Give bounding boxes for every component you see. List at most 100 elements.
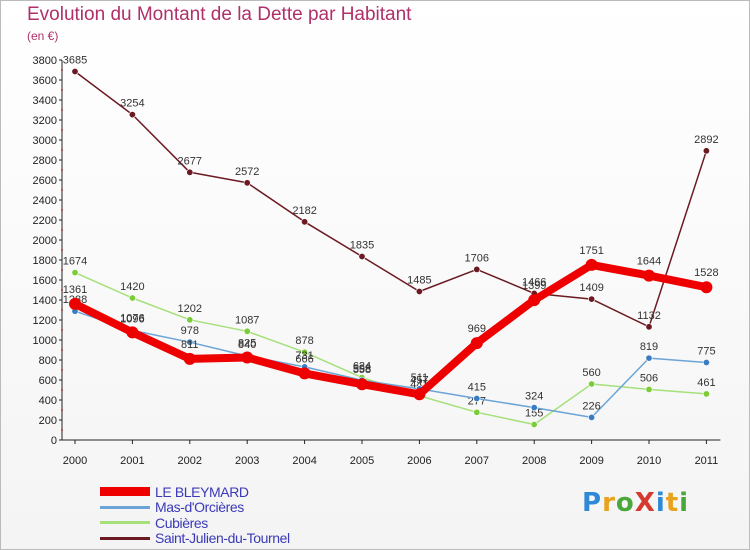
data-label: 324 xyxy=(525,391,543,403)
y-tick-label: 3200 xyxy=(33,115,57,127)
data-label: 1409 xyxy=(579,282,603,294)
legend-swatch xyxy=(100,487,150,497)
data-label: 1528 xyxy=(694,267,718,279)
x-tick-label: 2011 xyxy=(695,455,719,467)
data-point xyxy=(128,111,136,119)
x-tick-label: 2010 xyxy=(637,455,661,467)
x-tick-label: 2003 xyxy=(235,455,259,467)
x-tick-label: 2008 xyxy=(522,455,546,467)
data-label: 457 xyxy=(410,374,428,386)
data-point xyxy=(356,378,368,391)
data-point xyxy=(415,287,423,295)
legend: LE BLEYMARD Mas-d'Orcières Cubières Sain… xyxy=(100,484,290,546)
data-label: 1706 xyxy=(465,252,489,264)
x-tick-label: 2004 xyxy=(292,455,316,467)
data-label: 666 xyxy=(295,353,313,365)
y-tick-label: 2800 xyxy=(33,155,57,167)
data-label: 1076 xyxy=(120,312,144,324)
y-tick-label: 3800 xyxy=(33,55,57,67)
x-tick-label: 2006 xyxy=(407,455,431,467)
logo-letter: t xyxy=(665,488,680,518)
data-point xyxy=(700,281,713,294)
logo-letter: r xyxy=(602,488,616,518)
data-label: 226 xyxy=(582,400,600,412)
data-point xyxy=(126,326,139,339)
data-point xyxy=(413,388,426,401)
data-label: 2677 xyxy=(178,155,202,167)
data-point xyxy=(643,269,655,282)
x-tick-label: 2000 xyxy=(63,455,87,467)
data-label: 1399 xyxy=(522,280,546,292)
data-point xyxy=(470,337,483,350)
data-label: 506 xyxy=(640,372,658,384)
data-label: 1361 xyxy=(63,284,87,296)
x-tick-label: 2009 xyxy=(579,455,603,467)
data-label: 2572 xyxy=(235,166,259,178)
data-label: 1835 xyxy=(350,240,374,252)
data-point xyxy=(702,147,710,155)
y-tick-label: 800 xyxy=(39,355,57,367)
y-tick-label: 3000 xyxy=(33,135,57,147)
data-point xyxy=(530,420,538,428)
data-point xyxy=(243,179,251,187)
y-tick-label: 200 xyxy=(39,415,57,427)
data-point xyxy=(186,338,194,346)
x-tick-label: 2005 xyxy=(350,455,374,467)
series-line xyxy=(74,70,708,328)
logo-letter: i xyxy=(679,488,690,518)
data-point xyxy=(645,354,653,362)
data-point xyxy=(298,367,311,380)
data-label: 775 xyxy=(697,346,715,358)
y-tick-label: 600 xyxy=(39,375,57,387)
data-label: 1132 xyxy=(637,310,661,322)
data-label: 558 xyxy=(353,364,371,376)
y-tick-label: 2200 xyxy=(33,215,57,227)
y-tick-label: 400 xyxy=(39,395,57,407)
y-tick-label: 3400 xyxy=(33,95,57,107)
legend-swatch xyxy=(100,521,150,525)
series-line xyxy=(71,260,711,399)
x-tick-label: 2007 xyxy=(465,455,489,467)
data-label: 155 xyxy=(525,408,543,420)
data-label: 840 xyxy=(238,339,256,351)
data-label: 624 xyxy=(353,361,371,373)
legend-item: LE BLEYMARD xyxy=(100,484,290,500)
y-tick-label: 1600 xyxy=(33,275,57,287)
proxiti-logo: ProXiti xyxy=(582,488,689,518)
y-tick-label: 2600 xyxy=(33,175,57,187)
data-label: 3685 xyxy=(63,55,87,67)
data-point xyxy=(358,253,366,261)
y-tick-label: 3600 xyxy=(33,75,57,87)
logo-letter: X xyxy=(634,488,656,518)
data-label: 1751 xyxy=(579,245,603,257)
data-label: 1485 xyxy=(407,275,431,287)
data-label: 3254 xyxy=(120,98,144,110)
legend-item: Cubières xyxy=(100,515,290,531)
data-point xyxy=(702,390,710,398)
data-label: 811 xyxy=(181,339,199,351)
data-label: 511 xyxy=(411,372,429,384)
data-point xyxy=(645,385,653,393)
x-tick-label: 2001 xyxy=(120,455,144,467)
data-point xyxy=(528,294,541,307)
data-point xyxy=(473,265,481,273)
data-label: 1096 xyxy=(120,313,144,325)
y-tick-label: 1200 xyxy=(33,315,57,327)
data-point xyxy=(186,316,194,324)
legend-label: Mas-d'Orcières xyxy=(155,499,244,516)
y-tick-label: 2400 xyxy=(33,195,57,207)
data-label: 819 xyxy=(640,341,658,353)
data-label: 978 xyxy=(181,325,199,337)
legend-item: Mas-d'Orcières xyxy=(100,499,290,516)
data-label: 825 xyxy=(238,338,256,350)
data-label: 731 xyxy=(295,350,313,362)
y-tick-label: 2000 xyxy=(33,235,57,247)
x-tick-label: 2002 xyxy=(178,455,202,467)
data-point xyxy=(588,413,596,421)
data-label: 461 xyxy=(697,377,715,389)
legend-swatch xyxy=(100,536,150,540)
data-label: 415 xyxy=(468,382,486,394)
logo-letter: i xyxy=(655,488,666,518)
data-label: 969 xyxy=(468,323,486,335)
